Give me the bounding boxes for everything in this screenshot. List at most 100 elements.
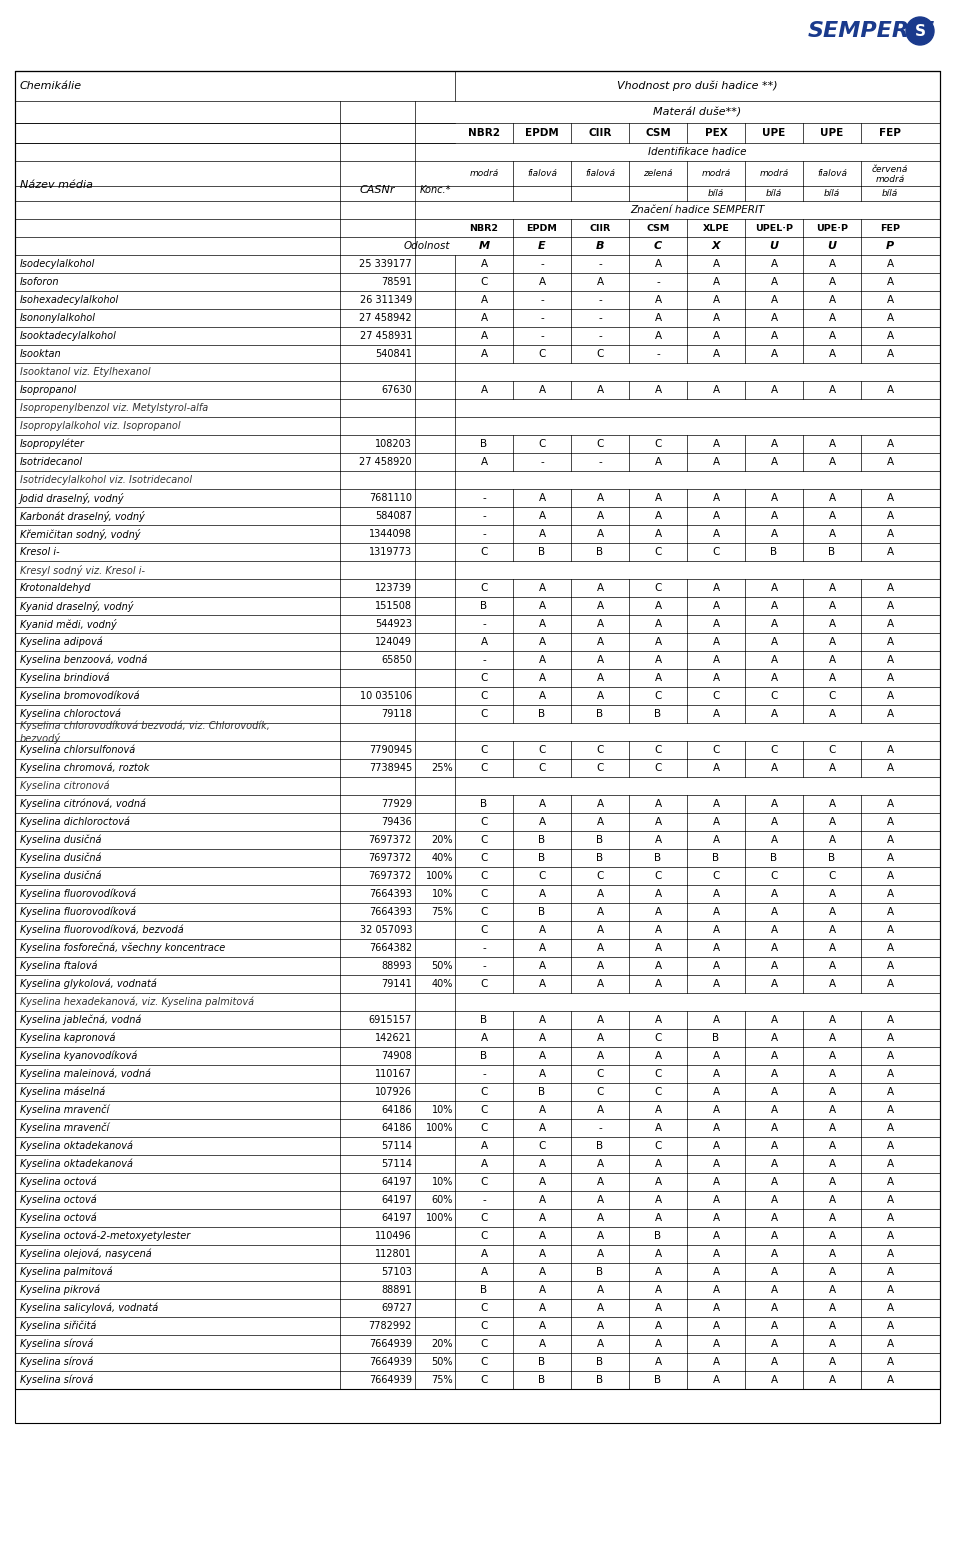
Text: A: A (828, 331, 835, 340)
Text: Kyselina mravenčí: Kyselina mravenčí (20, 1105, 109, 1115)
Text: A: A (886, 1051, 894, 1061)
Text: A: A (886, 673, 894, 684)
Text: A: A (886, 493, 894, 503)
Text: A: A (886, 1122, 894, 1133)
Text: A: A (712, 1051, 720, 1061)
Text: A: A (712, 835, 720, 845)
Text: A: A (828, 259, 835, 268)
Text: C: C (480, 907, 488, 916)
Text: A: A (539, 890, 545, 899)
Text: A: A (712, 1321, 720, 1332)
Text: A: A (596, 601, 604, 610)
Text: A: A (712, 1232, 720, 1241)
Text: A: A (886, 314, 894, 323)
Text: A: A (771, 276, 778, 287)
Text: A: A (828, 1285, 835, 1296)
Text: A: A (828, 1033, 835, 1043)
Text: C: C (655, 745, 661, 756)
Text: A: A (771, 1303, 778, 1313)
Text: A: A (771, 1086, 778, 1097)
Text: A: A (712, 763, 720, 773)
Text: A: A (771, 799, 778, 809)
Text: B: B (655, 852, 661, 863)
Text: 20%: 20% (431, 835, 453, 845)
Text: A: A (596, 1249, 604, 1260)
Text: 7738945: 7738945 (369, 763, 412, 773)
Text: B: B (712, 1033, 720, 1043)
Text: A: A (712, 637, 720, 646)
Text: C: C (596, 1069, 604, 1079)
Text: bílá: bílá (882, 189, 899, 198)
Text: 79118: 79118 (381, 709, 412, 720)
Text: B: B (480, 799, 488, 809)
Text: 78591: 78591 (381, 276, 412, 287)
Text: A: A (886, 816, 894, 827)
Text: C: C (539, 745, 545, 756)
Text: Kyselina bromovodíková: Kyselina bromovodíková (20, 692, 139, 701)
Text: A: A (771, 926, 778, 935)
Text: -: - (598, 259, 602, 268)
Text: B: B (596, 240, 604, 251)
Text: A: A (886, 457, 894, 467)
Text: B: B (539, 1375, 545, 1385)
Text: A: A (596, 1105, 604, 1115)
Text: A: A (539, 656, 545, 665)
Text: A: A (655, 510, 661, 521)
Text: C: C (539, 350, 545, 359)
Text: A: A (655, 1015, 661, 1026)
Text: -: - (482, 656, 486, 665)
Text: A: A (539, 1339, 545, 1349)
Text: A: A (886, 1086, 894, 1097)
Text: C: C (480, 1375, 488, 1385)
Text: 100%: 100% (425, 871, 453, 880)
Text: -: - (656, 350, 660, 359)
Text: P: P (886, 240, 894, 251)
Text: A: A (539, 1177, 545, 1186)
Text: A: A (712, 709, 720, 720)
Text: A: A (655, 295, 661, 304)
Text: -: - (540, 457, 544, 467)
Text: B: B (480, 601, 488, 610)
Text: A: A (539, 799, 545, 809)
Text: Kyselina octová: Kyselina octová (20, 1177, 97, 1188)
Text: A: A (771, 1268, 778, 1277)
Text: B: B (655, 709, 661, 720)
Text: A: A (539, 1285, 545, 1296)
Text: -: - (482, 510, 486, 521)
Text: A: A (539, 386, 545, 395)
Text: 10 035106: 10 035106 (360, 692, 412, 701)
Text: A: A (596, 1015, 604, 1026)
Text: C: C (480, 763, 488, 773)
Text: A: A (828, 1141, 835, 1150)
Text: 40%: 40% (432, 979, 453, 990)
Text: 540841: 540841 (375, 350, 412, 359)
Text: A: A (712, 1249, 720, 1260)
Text: C: C (480, 1177, 488, 1186)
Text: A: A (886, 295, 894, 304)
Text: Kyselina glykolová, vodnatá: Kyselina glykolová, vodnatá (20, 979, 156, 990)
Text: UPE: UPE (821, 128, 844, 137)
Text: bílá: bílá (824, 189, 840, 198)
Text: A: A (480, 331, 488, 340)
Text: A: A (539, 962, 545, 971)
Text: A: A (539, 529, 545, 539)
Text: EPDM: EPDM (527, 223, 558, 233)
Text: 20%: 20% (431, 1339, 453, 1349)
Text: U: U (828, 240, 836, 251)
Text: A: A (771, 1105, 778, 1115)
Text: A: A (596, 1051, 604, 1061)
Text: A: A (771, 620, 778, 629)
Text: Kresol i-: Kresol i- (20, 546, 60, 557)
Text: 7697372: 7697372 (369, 835, 412, 845)
Text: A: A (828, 529, 835, 539)
Text: UPE·P: UPE·P (816, 223, 848, 233)
Text: B: B (480, 439, 488, 450)
Text: Kyselina citronová: Kyselina citronová (20, 780, 109, 791)
Text: A: A (828, 1105, 835, 1115)
Text: A: A (596, 1213, 604, 1222)
Text: A: A (480, 295, 488, 304)
Text: Značení hadice SEMPERIT: Značení hadice SEMPERIT (631, 204, 765, 215)
Text: -: - (598, 331, 602, 340)
Text: Kyselina chloroctová: Kyselina chloroctová (20, 709, 121, 720)
Text: Kyselina fluorovodíková, bezvodá: Kyselina fluorovodíková, bezvodá (20, 924, 183, 935)
